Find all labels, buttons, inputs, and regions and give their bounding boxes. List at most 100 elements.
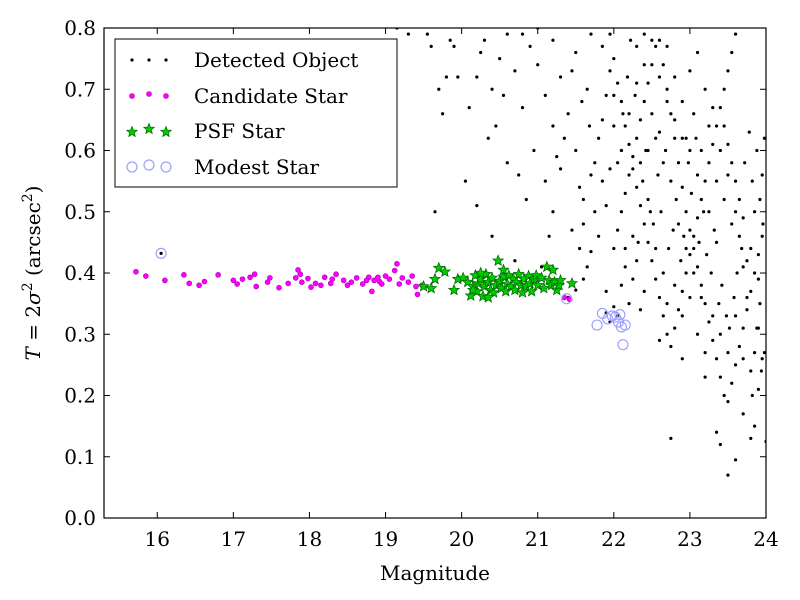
detected-object-point (627, 302, 631, 306)
detected-object-point (558, 167, 563, 171)
detected-object-point (722, 87, 726, 91)
detected-object-point (714, 357, 719, 361)
legend-star-icon (159, 125, 173, 138)
detected-object-point (718, 148, 722, 153)
psf-star-point (554, 273, 567, 286)
detected-object-point (756, 387, 760, 391)
detected-object-point (694, 136, 698, 140)
candidate-star-point (340, 277, 347, 284)
detected-object-point (684, 210, 688, 214)
detected-object-point (528, 44, 532, 48)
detected-object-point (722, 197, 726, 202)
detected-object-point (680, 136, 684, 140)
detected-object-point (627, 173, 631, 177)
candidate-star-point (239, 276, 246, 282)
psf-star-point (565, 276, 579, 289)
detected-object-point (752, 271, 757, 275)
candidate-star-point (276, 284, 282, 291)
detected-object-point (726, 142, 730, 146)
detected-object-point (707, 210, 711, 214)
detected-object-point (482, 38, 487, 42)
detected-object-point (762, 136, 766, 140)
y-tick-label: 0.0 (64, 506, 96, 530)
candidate-star-point (333, 271, 339, 278)
detected-object-point (650, 38, 654, 42)
detected-object-point (619, 283, 624, 287)
detected-object-point (674, 197, 678, 202)
detected-object-point (581, 222, 585, 226)
psf-star-point (487, 286, 500, 298)
candidate-star-point (267, 275, 273, 281)
candidate-star-point (396, 281, 403, 287)
detected-object-point (747, 130, 751, 134)
y-tick-label: 0.4 (64, 261, 96, 285)
detected-object-point (673, 118, 677, 122)
detected-object-point (733, 210, 738, 214)
candidate-star-point (394, 261, 400, 267)
detected-object-point (644, 148, 648, 153)
detected-object-point (752, 210, 757, 214)
detected-object-point (570, 228, 574, 232)
detected-object-point (740, 246, 744, 251)
detected-object-point (741, 265, 745, 269)
candidate-star-point (409, 273, 415, 279)
psf-star-point (438, 265, 452, 277)
detected-object-point (711, 314, 715, 318)
candidate-star-point (299, 279, 305, 285)
detected-object-point (737, 344, 741, 349)
detected-object-point (650, 112, 654, 116)
detected-object-point (562, 136, 566, 140)
detected-object-point (714, 430, 719, 434)
detected-object-point (665, 302, 669, 306)
detected-object-point (585, 265, 589, 269)
candidate-star-point (305, 275, 311, 282)
detected-object-point (623, 191, 627, 195)
candidate-star-point (215, 272, 221, 278)
psf-star-point (531, 278, 544, 291)
detected-object-point (688, 295, 692, 300)
detected-object-point (684, 246, 688, 251)
detected-object-point (759, 369, 764, 373)
legend: Detected Object Candidate Star PSF Star … (114, 38, 398, 188)
candidate-star-point (297, 271, 304, 278)
detected-object-point (646, 240, 650, 244)
detected-object-point (695, 216, 700, 220)
detected-object-point (490, 234, 494, 238)
detected-object-point (566, 112, 570, 116)
detected-object-point (650, 63, 654, 67)
psf-star-point (425, 281, 438, 294)
detected-object-point (661, 271, 665, 275)
detected-object-point (429, 44, 433, 48)
detected-object-point (623, 265, 627, 269)
detected-object-point (665, 87, 669, 91)
detected-object-point (752, 351, 757, 355)
y-tick-label: 0.6 (64, 139, 96, 163)
detected-object-point (733, 363, 738, 367)
detected-object-point (608, 69, 612, 73)
detected-object-point (433, 210, 437, 214)
candidate-star-point (285, 280, 291, 287)
detected-object-point (695, 50, 700, 55)
y-tick-label: 0.8 (64, 16, 96, 40)
detected-object-point (159, 251, 163, 255)
detected-object-point (641, 179, 645, 183)
detected-object-point (714, 124, 719, 128)
detected-object-point (600, 118, 605, 122)
candidate-star-point (186, 280, 193, 287)
detected-object-point (456, 75, 460, 79)
modest-star-point (561, 293, 573, 305)
psf-star-point (516, 286, 529, 298)
detected-object-point (612, 305, 616, 309)
detected-object-point (741, 357, 745, 361)
legend-label-detected-object: Detected Object (194, 48, 358, 72)
detected-object-point (726, 400, 730, 404)
detected-object-point (743, 161, 747, 165)
detected-object-point (689, 191, 694, 195)
detected-object-point (741, 216, 745, 220)
y-axis-title: T = 2σ2 (arcsec2) (20, 185, 45, 360)
candidate-star-point (413, 283, 419, 290)
detected-object-point (654, 136, 658, 140)
detected-object-point (724, 314, 729, 318)
detected-object-point (635, 44, 639, 48)
